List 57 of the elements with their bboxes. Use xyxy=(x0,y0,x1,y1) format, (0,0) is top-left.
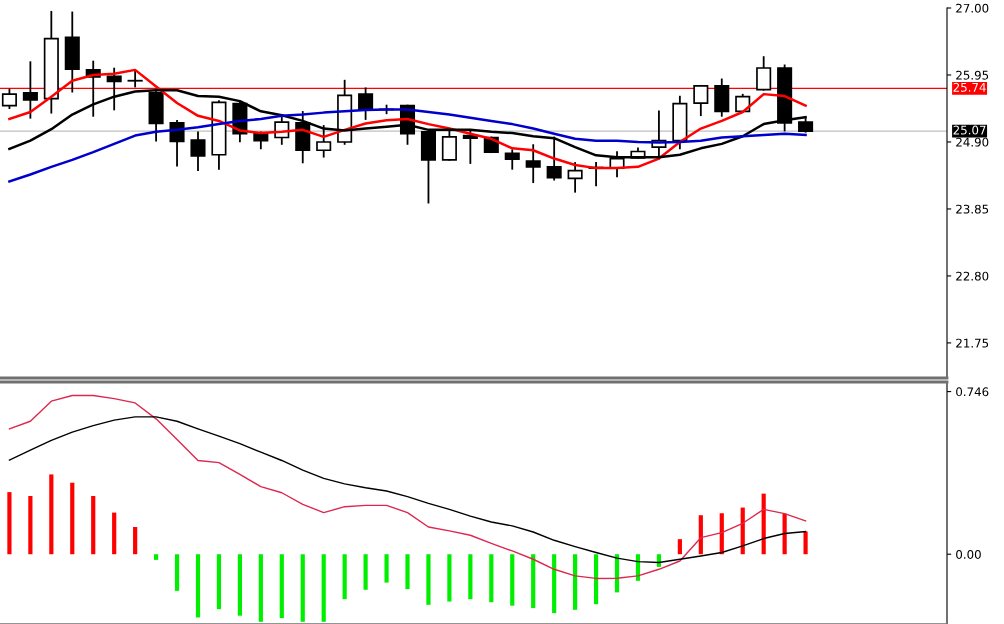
candlestick xyxy=(504,149,520,170)
y-tick-label: 24.90 xyxy=(956,137,989,147)
line-series xyxy=(8,394,807,580)
candlestick xyxy=(756,56,772,91)
ref-line-label: 25.74 xyxy=(953,82,986,92)
candlestick xyxy=(22,61,38,119)
line-series xyxy=(8,416,807,564)
bar xyxy=(803,531,808,555)
bar xyxy=(531,554,536,609)
bar xyxy=(342,554,347,600)
bar xyxy=(216,554,222,610)
y-tick-label: 22.80 xyxy=(956,271,989,281)
bar xyxy=(133,526,138,555)
y-tick-label: 27.00 xyxy=(956,3,989,13)
ref-line-label: 25.07 xyxy=(953,125,986,135)
bar xyxy=(698,515,703,555)
candlestick xyxy=(567,162,583,193)
bar xyxy=(153,554,159,560)
bar xyxy=(7,492,12,555)
bar xyxy=(468,554,473,600)
bar xyxy=(782,513,787,555)
bar xyxy=(489,554,494,603)
bar xyxy=(593,554,599,605)
bar xyxy=(677,539,682,555)
y-tick-label: 21.75 xyxy=(956,338,989,348)
bar xyxy=(174,554,180,591)
bar xyxy=(510,554,515,606)
y-tick-label: 23.85 xyxy=(956,204,989,214)
bar xyxy=(405,554,410,590)
bar xyxy=(384,554,389,583)
candlestick xyxy=(1,88,17,110)
bar xyxy=(112,512,117,555)
candlestick xyxy=(190,131,206,171)
y-tick-label: 0.746 xyxy=(956,387,989,397)
bar xyxy=(91,496,96,555)
candlestick xyxy=(358,87,374,120)
bar xyxy=(195,554,201,618)
bar xyxy=(300,554,305,622)
bar xyxy=(552,554,557,614)
bar xyxy=(761,493,766,555)
candlestick xyxy=(693,84,709,117)
bar xyxy=(656,554,662,567)
bar xyxy=(258,554,263,622)
bar xyxy=(237,554,242,616)
bar xyxy=(70,482,75,555)
candlestick xyxy=(127,70,143,88)
bar xyxy=(49,474,54,555)
bar xyxy=(279,554,284,619)
bar xyxy=(573,554,578,610)
y-tick-label: 0.00 xyxy=(956,549,981,559)
candlestick xyxy=(525,144,541,184)
bar xyxy=(28,496,33,555)
bar xyxy=(447,554,452,602)
bar xyxy=(426,554,431,605)
y-tick-label: 25.95 xyxy=(956,70,989,80)
bar xyxy=(321,554,326,622)
bar xyxy=(363,554,368,590)
